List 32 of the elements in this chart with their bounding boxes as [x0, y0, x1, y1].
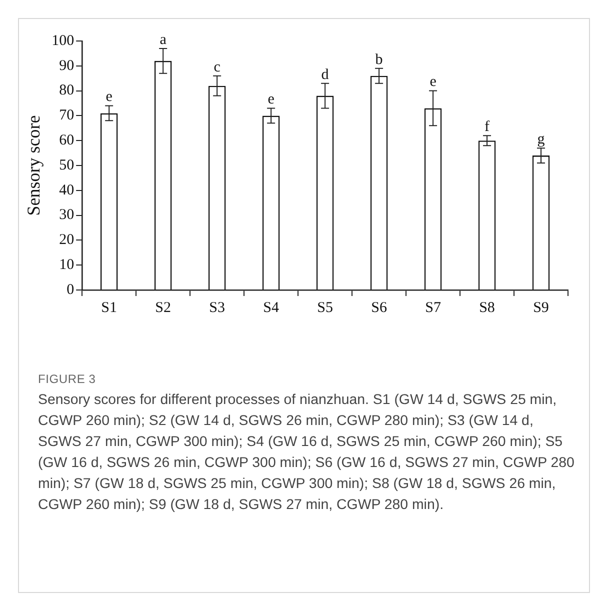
x-tick-label: S3: [209, 300, 225, 316]
x-tick-label: S2: [155, 300, 172, 316]
annotation: f: [484, 119, 490, 136]
x-tick-label: S1: [101, 300, 118, 316]
annotation: d: [321, 66, 330, 83]
y-tick-label: 0: [66, 282, 74, 298]
y-tick-label: 100: [52, 32, 74, 49]
y-tick-label: 80: [59, 82, 74, 99]
y-tick-label: 30: [59, 207, 74, 224]
caption: FIGURE 3: [38, 372, 97, 386]
annotation: c: [214, 59, 221, 76]
annotation: g: [537, 132, 546, 148]
x-tick-label: S6: [371, 300, 388, 316]
text: Sensory scores for different processes of nianzhuan. S1 (GW 14 d, SGWS 25 min, CGWP 260 min); S2 (GW 14 d, SGWS 26 min, CGWP 280 min); S3 (GW 14 d, SGWS 27 min, CGWP 300 min); S4 (GW 16 d, SGWS 25 min, CGWP 260 min); S5 (GW 16 d, SGWS 26 min, CGWP 300 min); S6 (GW 16 d, SGWS 27 min, CGWP 280 min); S7 (GW 18 d, SGWS 25 min, CGWP 300 min); S8 (GW 18 d, SGWS 26 min, CGWP 260 min); S9 (GW 18 d, SGWS 27 min, CGWP 280 min).: [38, 391, 576, 515]
y-tick-label: 50: [59, 157, 74, 174]
x-tick-label: S7: [425, 300, 442, 316]
y-tick-label: 90: [59, 58, 74, 74]
y-tick-label: 60: [59, 132, 74, 149]
x-tick-label: S9: [533, 300, 549, 316]
x-tick-label: S4: [263, 300, 280, 316]
y-tick-label: 10: [59, 257, 74, 274]
y-tick-label: 40: [59, 182, 74, 198]
annotation: e: [430, 74, 437, 90]
x-tick-label: S8: [479, 300, 495, 316]
y-tick-label: 70: [59, 108, 74, 124]
y-axis-title: Sensory score: [24, 115, 44, 216]
annotation: b: [375, 52, 383, 68]
annotation: a: [160, 32, 167, 48]
annotation: e: [268, 92, 275, 108]
annotation: e: [106, 89, 113, 106]
y-tick-label: 20: [59, 232, 74, 248]
x-tick-label: S5: [317, 300, 333, 316]
